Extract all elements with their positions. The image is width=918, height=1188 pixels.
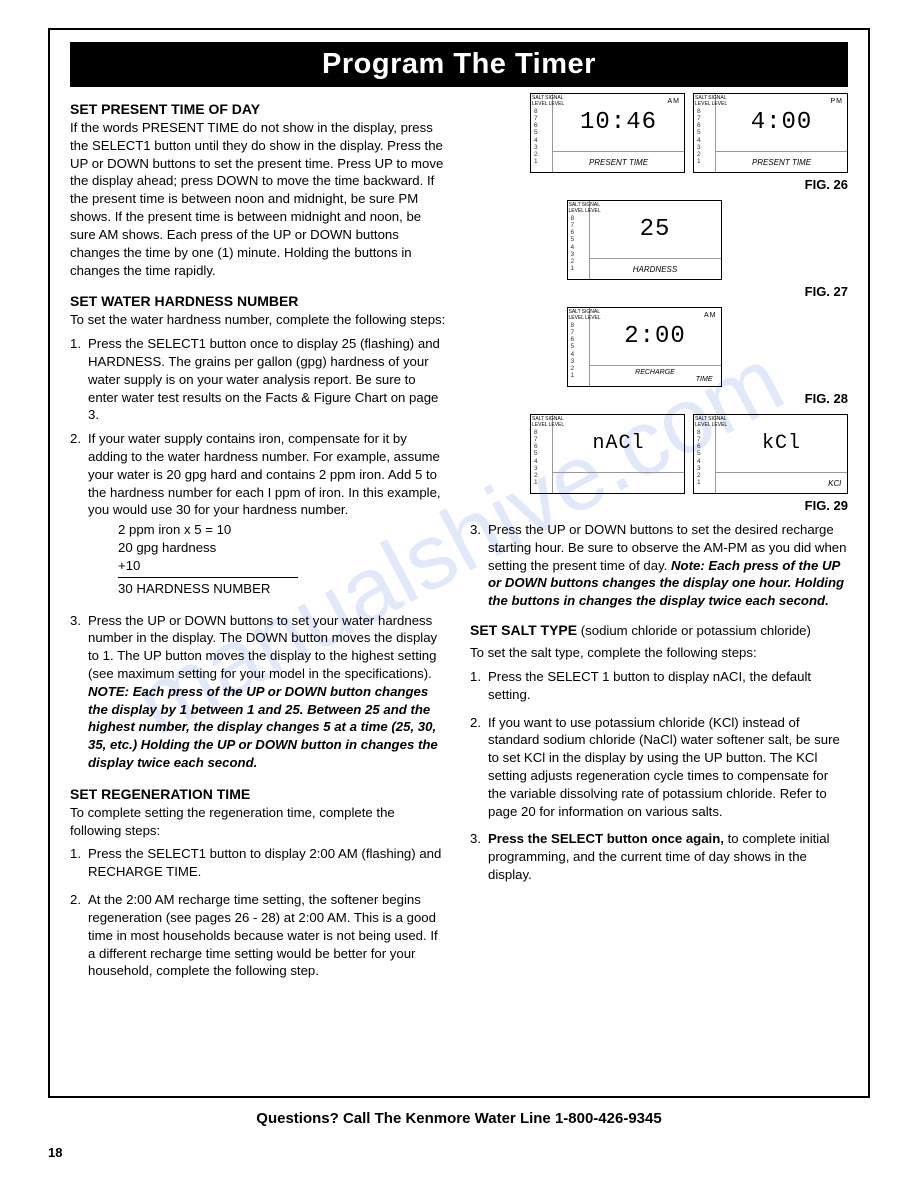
list-item-text: Press the SELECT button once again, to c… [488, 830, 848, 883]
list-item-text: Press the UP or DOWN buttons to set the … [488, 521, 848, 610]
heading-regen: SET REGENERATION TIME [70, 786, 448, 802]
list-num: 1. [70, 845, 88, 881]
page-number: 18 [48, 1145, 870, 1160]
figures-area: SALTSIGNAL LEVELLEVEL 87654321 10:46AM P… [470, 93, 848, 513]
calc-block: 2 ppm iron x 5 = 10 20 gpg hardness +10 … [118, 521, 448, 597]
calc-line: 2 ppm iron x 5 = 10 [118, 521, 448, 539]
text-regen-intro: To complete setting the regeneration tim… [70, 804, 448, 840]
list-item-text: Press the SELECT1 button once to display… [88, 335, 448, 424]
calc-line: +10 [118, 557, 448, 575]
text-hardness-intro: To set the water hardness number, comple… [70, 311, 448, 329]
fig-label-26: FIG. 26 [470, 177, 848, 192]
heading-hardness: SET WATER HARDNESS NUMBER [70, 293, 448, 309]
calc-line: 30 HARDNESS NUMBER [118, 580, 448, 598]
display-fig29b: SALTSIGNAL LEVELLEVEL 87654321 kCl KCl [693, 414, 848, 494]
list-num: 2. [70, 430, 88, 519]
fig-label-29: FIG. 29 [470, 498, 848, 513]
list-num: 2. [470, 714, 488, 821]
list-num: 3. [70, 612, 88, 772]
list-item-text: Press the UP or DOWN buttons to set your… [88, 612, 448, 772]
list-num: 1. [470, 668, 488, 704]
fig-label-27: FIG. 27 [470, 284, 848, 299]
display-fig26b: SALTSIGNAL LEVELLEVEL 87654321 4:00PM PR… [693, 93, 848, 173]
display-fig29a: SALTSIGNAL LEVELLEVEL 87654321 nACl [530, 414, 685, 494]
list-item-text: If you want to use potassium chloride (K… [488, 714, 848, 821]
list-num: 3. [470, 830, 488, 883]
calc-line: 20 gpg hardness [118, 539, 448, 557]
calc-divider [118, 577, 298, 578]
list-item-text: At the 2:00 AM recharge time setting, th… [88, 891, 448, 980]
heading-salt-type: SET SALT TYPE (sodium chloride or potass… [470, 622, 848, 640]
list-num: 1. [70, 335, 88, 424]
display-fig28: SALTSIGNAL LEVELLEVEL 87654321 2:00AM RE… [567, 307, 722, 387]
list-num: 3. [470, 521, 488, 610]
list-num: 2. [70, 891, 88, 980]
text-set-time: If the words PRESENT TIME do not show in… [70, 119, 448, 279]
list-item-text: If your water supply contains iron, comp… [88, 430, 448, 519]
heading-set-time: SET PRESENT TIME OF DAY [70, 101, 448, 117]
list-item-text: Press the SELECT 1 button to display nAC… [488, 668, 848, 704]
display-fig26a: SALTSIGNAL LEVELLEVEL 87654321 10:46AM P… [530, 93, 685, 173]
footer-contact: Questions? Call The Kenmore Water Line 1… [48, 1110, 870, 1127]
display-fig27: SALTSIGNAL LEVELLEVEL 87654321 25 HARDNE… [567, 200, 722, 280]
text-salt-intro: To set the salt type, complete the follo… [470, 644, 848, 662]
page-title: Program The Timer [70, 42, 848, 87]
list-item-text: Press the SELECT1 button to display 2:00… [88, 845, 448, 881]
fig-label-28: FIG. 28 [470, 391, 848, 406]
